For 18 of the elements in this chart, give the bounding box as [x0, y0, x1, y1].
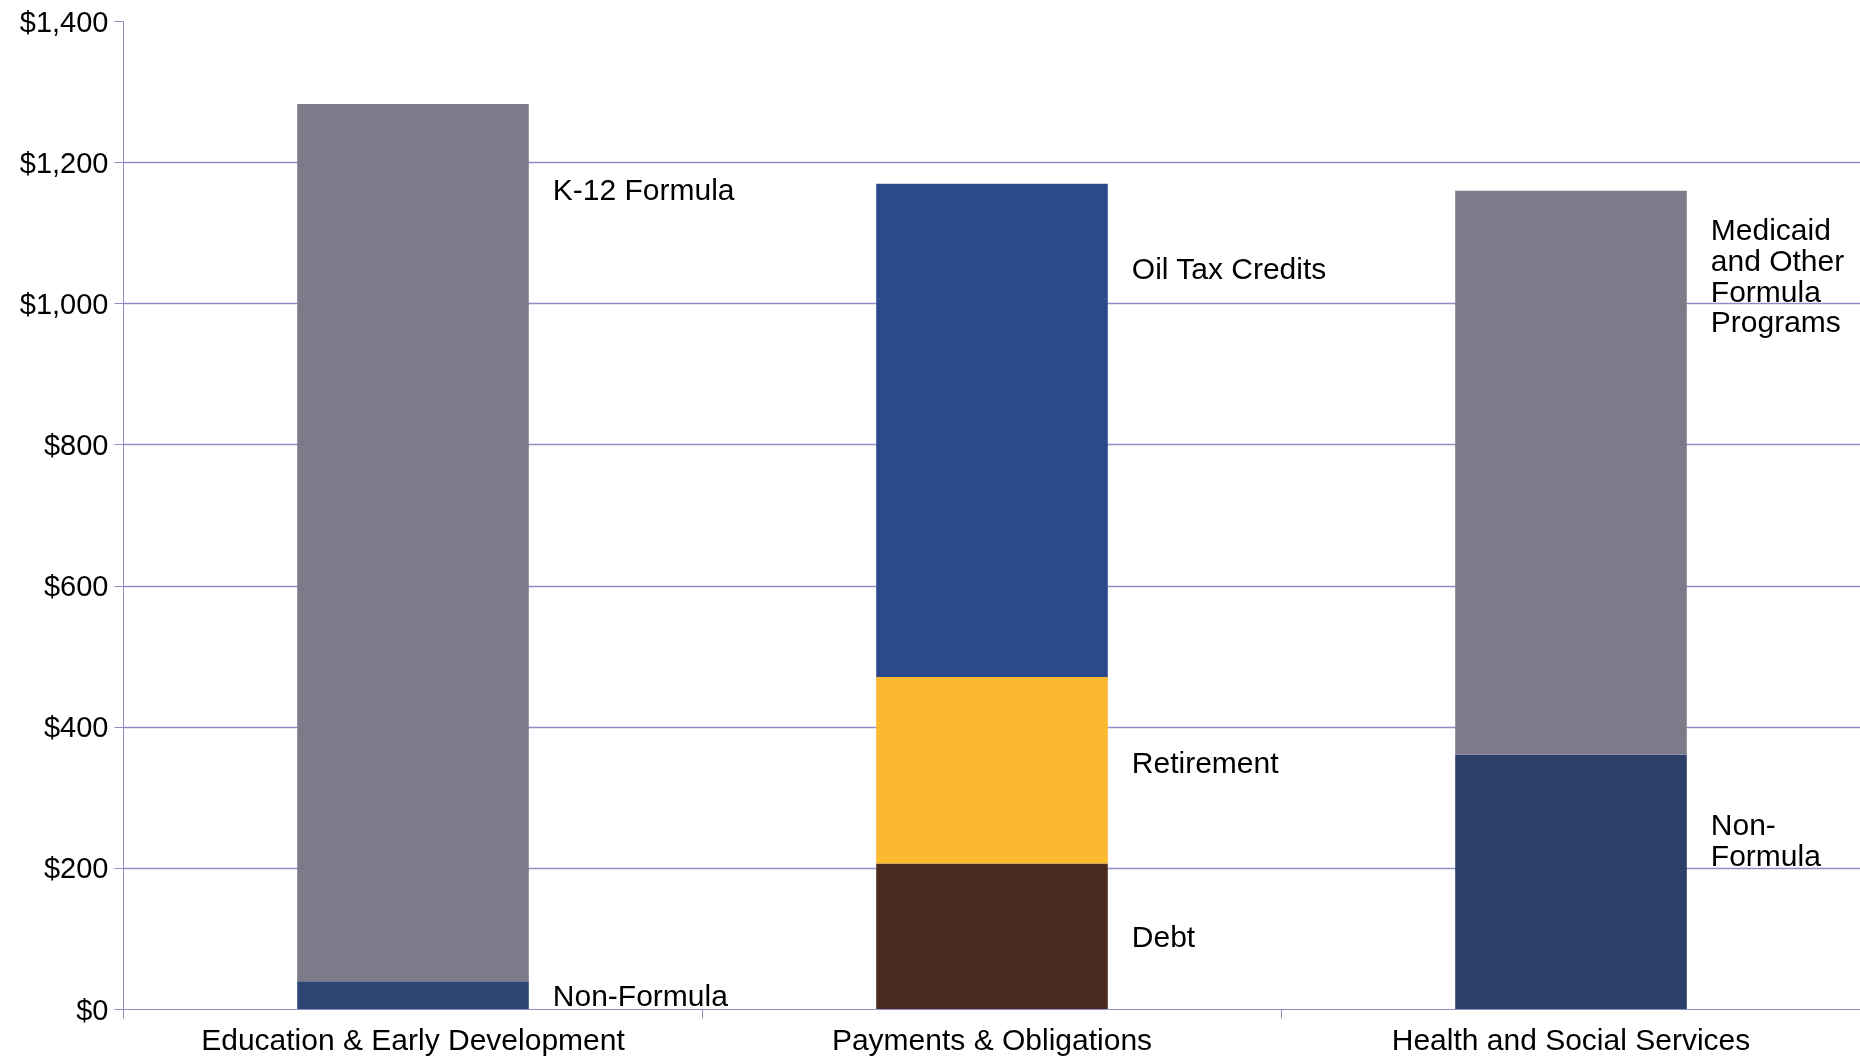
y-tick-label: $1,200 — [19, 146, 109, 179]
y-tick-label: $800 — [43, 428, 109, 461]
series-label: Non-Formula — [1710, 807, 1822, 872]
series-label: Debt — [1131, 919, 1196, 953]
x-tick-label: Payments & Obligations — [831, 1022, 1153, 1056]
y-tick-label: $200 — [43, 852, 109, 885]
y-tick-label: $600 — [43, 570, 109, 603]
series-label: Oil Tax Credits — [1131, 252, 1327, 286]
y-tick-label: $400 — [43, 711, 109, 744]
y-tick-label: $1,000 — [19, 287, 109, 320]
series-label: K-12 Formula — [552, 172, 735, 206]
y-tick-label: $0 — [76, 993, 109, 1026]
series-label: Non-Formula — [552, 978, 729, 1012]
series-label: Medicaid and Other Formula Programs — [1710, 213, 1845, 339]
y-tick-label: $1,400 — [19, 5, 109, 38]
series-label: Retirement — [1131, 745, 1280, 779]
x-tick-label: Education & Early Development — [201, 1022, 626, 1056]
x-tick-label: Health and Social Services — [1391, 1022, 1751, 1056]
